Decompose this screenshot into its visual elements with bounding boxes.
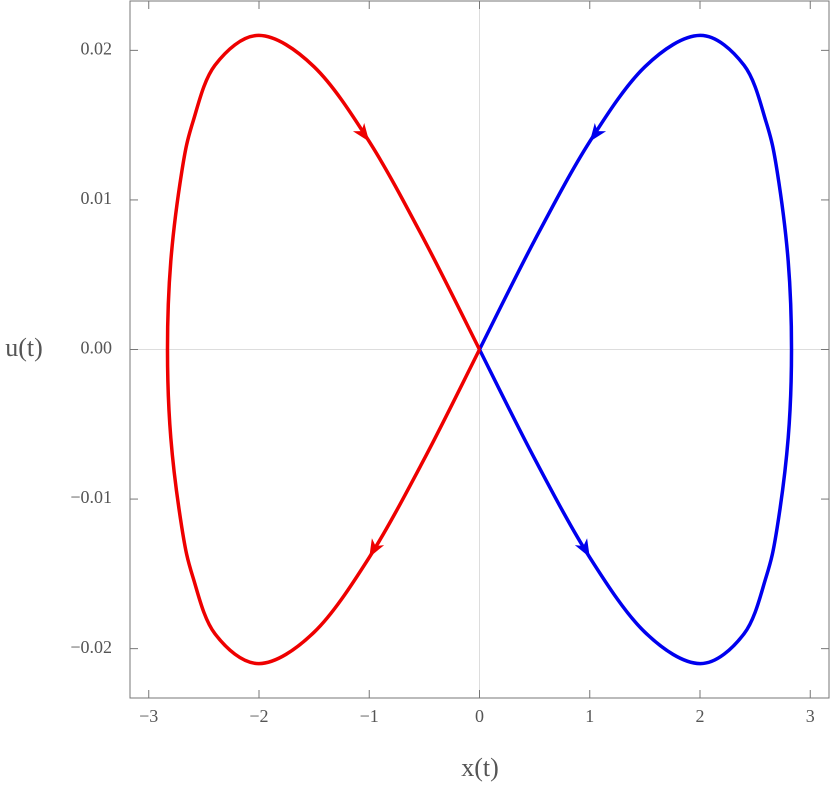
y-tick-label: −0.01 xyxy=(70,487,112,507)
direction-arrow xyxy=(589,122,607,142)
direction-arrow xyxy=(352,122,370,142)
x-tick-label: −2 xyxy=(249,706,268,726)
direction-arrow xyxy=(369,538,385,558)
x-tick-label: 1 xyxy=(585,706,594,726)
y-tick-label: 0.01 xyxy=(81,188,113,208)
direction-arrow xyxy=(574,538,590,558)
x-tick-label: −1 xyxy=(360,706,379,726)
curve xyxy=(165,33,482,666)
y-tick-label: 0.00 xyxy=(81,338,113,358)
x-tick-label: 0 xyxy=(475,706,484,726)
x-tick-label: −3 xyxy=(139,706,158,726)
x-tick-label: 2 xyxy=(696,706,705,726)
y-tick-label: 0.02 xyxy=(81,38,113,58)
y-tick-label: −0.02 xyxy=(70,637,112,657)
x-tick-label: 3 xyxy=(806,706,815,726)
curve xyxy=(477,33,794,666)
x-axis-label: x(t) xyxy=(461,753,499,782)
y-axis-label: u(t) xyxy=(5,333,43,362)
